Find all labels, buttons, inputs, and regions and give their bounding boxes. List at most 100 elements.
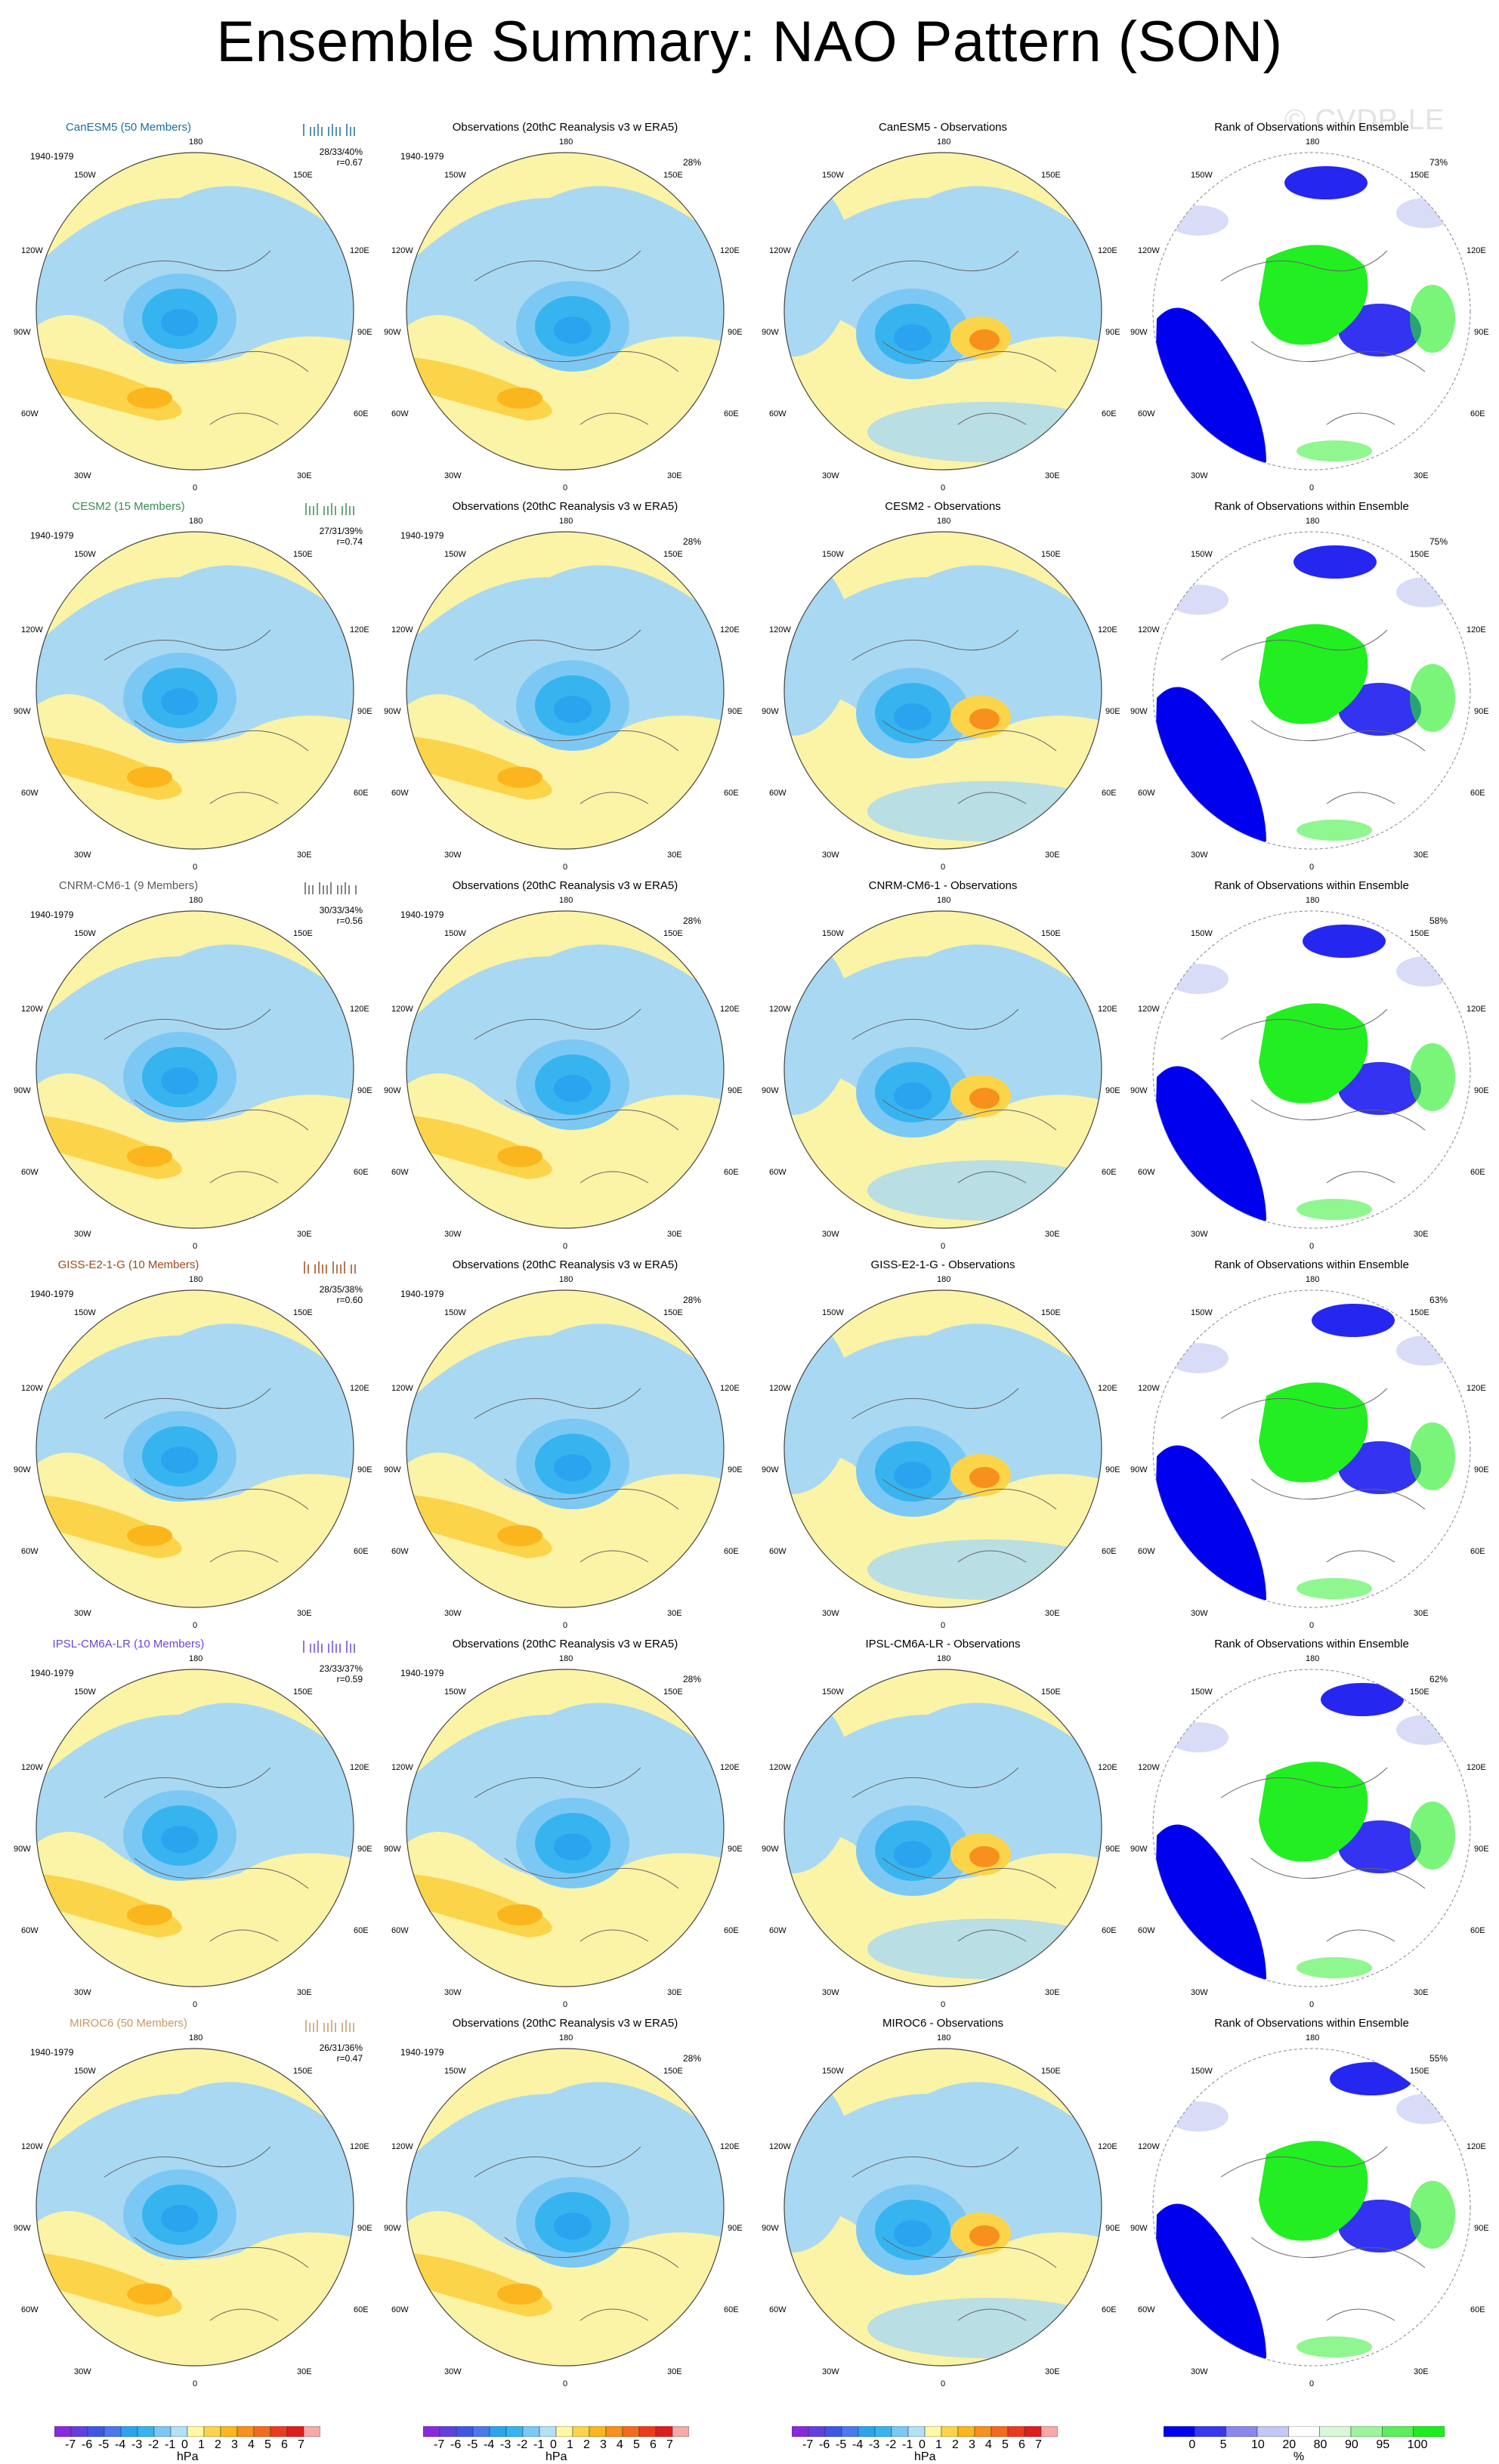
lon-label: 150W xyxy=(74,171,96,180)
colorbar-swatch xyxy=(203,2425,221,2438)
rank-lavender-patch xyxy=(1396,1335,1454,1366)
colorbar-swatch xyxy=(253,2425,271,2438)
coastline xyxy=(474,1388,679,1563)
lon-label: 120W xyxy=(769,246,791,255)
lon-label: 30E xyxy=(1414,1988,1429,1997)
rank-blue-patch xyxy=(1330,2062,1413,2095)
lon-label: 0 xyxy=(1309,1621,1315,1630)
model-panel-title: CESM2 (15 Members) xyxy=(72,500,185,513)
lon-label: 90W xyxy=(384,707,401,716)
lon-label: 90W xyxy=(14,328,31,337)
rank-green-patch xyxy=(1410,1802,1455,1870)
lon-label: 180 xyxy=(559,2033,573,2043)
obs-panel: Observations (20thC Reanalysis v3 w ERA5… xyxy=(384,500,743,878)
map-boundary xyxy=(406,1669,725,1987)
lon-label: 90W xyxy=(1130,1845,1148,1854)
diff-panel: CNRM-CM6-1 - Observations 180 0 150W 150E 120… xyxy=(762,879,1120,1257)
colorbar-swatch xyxy=(137,2425,155,2438)
lon-label: 60E xyxy=(724,2305,739,2314)
lon-label: 0 xyxy=(193,1621,198,1630)
negative-region xyxy=(406,565,724,743)
diff-map xyxy=(783,2048,1102,2367)
lon-label: 120W xyxy=(1138,246,1160,255)
colorbar-tick-label: -4 xyxy=(484,2438,495,2451)
rank-green-patch xyxy=(1297,2336,1372,2357)
lon-label: 120W xyxy=(769,625,791,635)
period-label: 1940-1979 xyxy=(400,909,444,920)
rank-blue-patch xyxy=(1338,683,1421,736)
colorbar-unit: hPa xyxy=(914,2450,936,2463)
negative-region xyxy=(784,554,852,736)
lon-label: 150E xyxy=(1410,929,1429,938)
colorbar-tick-label: 90 xyxy=(1345,2438,1358,2451)
negative-region xyxy=(406,1703,724,1880)
rank-panel: Rank of Observations within Ensemble 75% 1… xyxy=(1130,500,1489,878)
lon-label: 90W xyxy=(762,1086,779,1095)
lon-label: 30W xyxy=(444,2367,462,2376)
colorbar-tick-label: 5 xyxy=(633,2438,640,2451)
colorbar-swatch xyxy=(638,2425,657,2438)
lon-label: 30E xyxy=(1045,1988,1060,1997)
lon-label: 150W xyxy=(74,1308,96,1317)
rank-lavender-patch xyxy=(1396,198,1454,228)
rank-map xyxy=(1152,2048,1471,2367)
lon-label: 180 xyxy=(1306,896,1320,905)
lon-label: 120E xyxy=(350,246,369,255)
lon-label: 120E xyxy=(1467,246,1486,255)
lon-label: 30W xyxy=(1191,851,1208,860)
colorbar-hpa-3: -7 -6 -5 -4 -3 -2 -1 0 1 2 3 4 5 6 7 hPa xyxy=(791,2425,1059,2463)
colorbar-swatch xyxy=(874,2425,892,2438)
colorbar-swatch xyxy=(54,2425,72,2438)
lon-label: 30W xyxy=(444,1609,462,1618)
low-contour xyxy=(894,1082,932,1110)
period-label: 1940-1979 xyxy=(30,2047,74,2058)
lon-label: 150W xyxy=(1191,2067,1213,2076)
lon-label: 150W xyxy=(822,1308,844,1317)
obs-panel-title: Observations (20thC Reanalysis v3 w ERA5… xyxy=(452,1638,678,1650)
diff-panel-title: CNRM-CM6-1 - Observations xyxy=(868,879,1018,892)
rank-percent: 62% xyxy=(1429,1674,1448,1684)
lon-label: 90W xyxy=(1130,1086,1148,1095)
map-boundary xyxy=(1152,1289,1471,1608)
lon-label: 120E xyxy=(1467,1384,1486,1393)
colorbar-tick-label: 6 xyxy=(1018,2438,1025,2451)
lon-label: 120W xyxy=(1138,625,1160,635)
lon-label: 150E xyxy=(1410,550,1429,559)
low-contour xyxy=(894,703,932,730)
lon-label: 0 xyxy=(941,483,946,492)
lon-label: 60E xyxy=(724,1168,739,1177)
coastline xyxy=(474,629,679,804)
colorbar-tick-label: 7 xyxy=(666,2438,673,2451)
lon-label: 120W xyxy=(391,1763,413,1772)
map-boundary xyxy=(406,2048,725,2367)
lon-label: 90E xyxy=(728,707,743,716)
model-panel: GISS-E2-1-G (10 Members) 1940-1979 28/35/3… xyxy=(14,1258,372,1636)
lon-label: 60E xyxy=(354,1926,369,1935)
lon-label: 90W xyxy=(384,1845,401,1854)
lon-label: 60W xyxy=(1138,1168,1155,1177)
colorbar-tick-label: 0 xyxy=(550,2438,557,2451)
rank-lavender-patch xyxy=(1168,964,1229,994)
negative-region xyxy=(784,934,852,1115)
lon-label: 30E xyxy=(1414,2367,1429,2376)
colorbar-tick-label: -4 xyxy=(852,2438,864,2451)
obs-map xyxy=(406,1669,725,1987)
diff-map xyxy=(783,531,1102,850)
lon-label: 30W xyxy=(822,1609,839,1618)
rank-panel-title: Rank of Observations within Ensemble xyxy=(1214,879,1409,892)
high-contour xyxy=(497,1146,542,1167)
diff-panel-title: MIROC6 - Observations xyxy=(882,2017,1004,2030)
lon-label: 60E xyxy=(1102,409,1117,418)
lon-label: 150E xyxy=(1410,171,1429,180)
colorbar-swatch xyxy=(1288,2425,1320,2438)
lon-label: 60W xyxy=(391,409,409,418)
diff-panel: GISS-E2-1-G - Observations 180 0 150W 150E 12… xyxy=(762,1258,1120,1636)
rank-green-patch xyxy=(1297,1199,1372,1220)
period-label: 1940-1979 xyxy=(400,530,444,541)
lon-label: 30W xyxy=(822,1988,839,1997)
rank-blue-patch xyxy=(1338,2200,1421,2252)
rank-blue-patch xyxy=(1293,545,1377,579)
lon-label: 150W xyxy=(822,171,844,180)
lon-label: 30W xyxy=(1191,471,1208,480)
colorbar-swatches xyxy=(54,2425,321,2438)
